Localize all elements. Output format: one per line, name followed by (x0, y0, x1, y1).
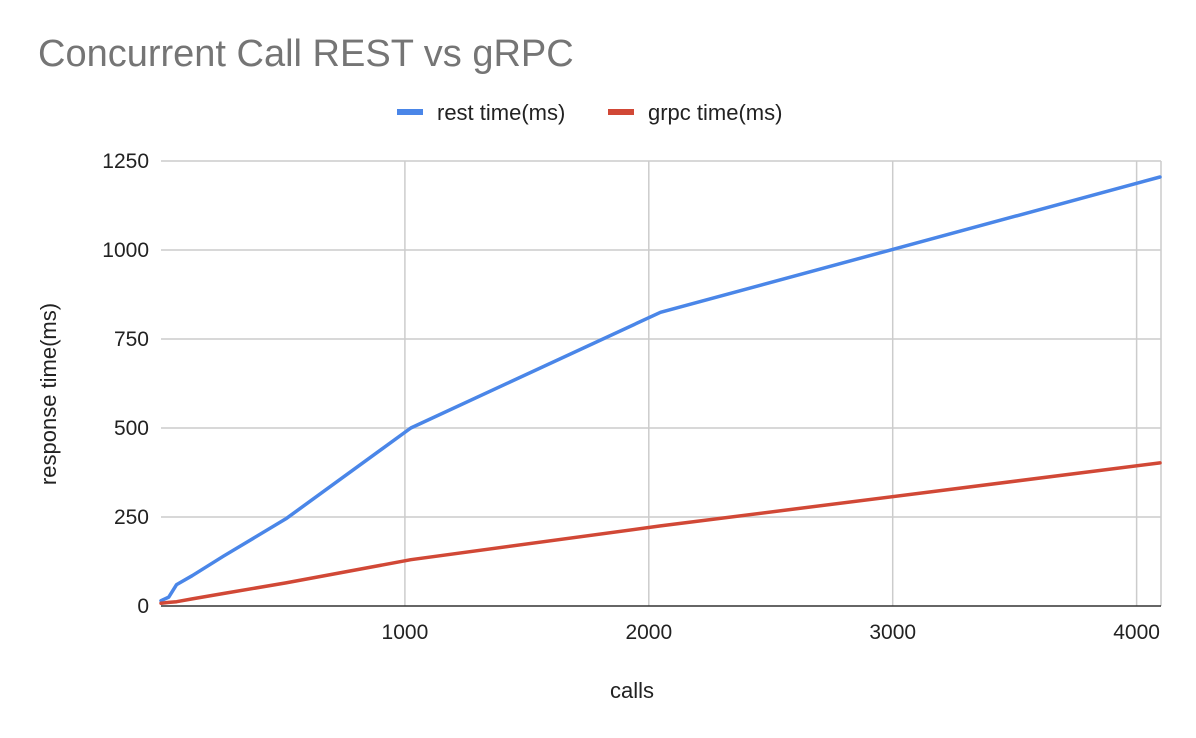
x-tick-label: 2000 (625, 621, 672, 644)
y-tick-label: 500 (114, 417, 149, 440)
chart-title: Concurrent Call REST vs gRPC (38, 33, 574, 75)
y-tick-label: 0 (137, 595, 149, 618)
y-tick-label: 250 (114, 506, 149, 529)
x-tick-label: 3000 (869, 621, 916, 644)
y-tick-label: 1250 (102, 150, 149, 173)
y-axis-label: response time(ms) (36, 303, 61, 485)
x-axis-label: calls (610, 678, 654, 703)
series-layer (159, 175, 1162, 605)
series-line-rest (159, 175, 1162, 603)
y-tick-label: 750 (114, 328, 149, 351)
series-line-grpc (159, 461, 1162, 605)
legend: rest time(ms) grpc time(ms) (397, 100, 782, 125)
grid (161, 160, 1162, 606)
legend-label-rest: rest time(ms) (437, 100, 565, 125)
x-tick-label: 1000 (382, 621, 429, 644)
tick-labels: 0 250 500 750 1000 1250 1000 2000 3000 4000 (102, 150, 1160, 644)
y-tick-label: 1000 (102, 239, 149, 262)
legend-label-grpc: grpc time(ms) (648, 100, 782, 125)
x-tick-label: 4000 (1113, 621, 1160, 644)
